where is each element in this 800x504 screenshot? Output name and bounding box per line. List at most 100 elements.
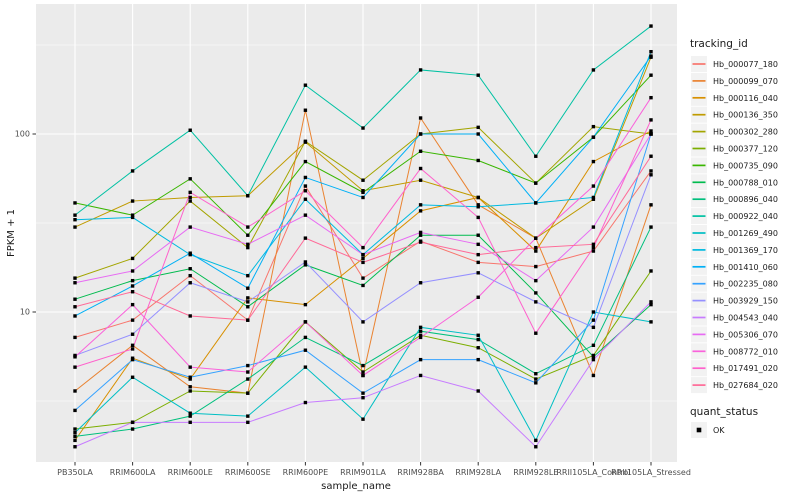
data-point [188, 385, 192, 389]
data-point [246, 194, 250, 198]
data-point [649, 173, 653, 177]
data-point [188, 128, 192, 132]
y-tick-label: 100 [15, 130, 30, 139]
quant-status-ok-label: OK [713, 426, 725, 435]
data-point [130, 256, 135, 261]
data-point [361, 252, 365, 257]
data-point [246, 296, 250, 300]
data-point [246, 286, 250, 290]
data-point [303, 348, 308, 352]
data-point [476, 132, 480, 136]
data-point [591, 197, 596, 201]
legend-entry-label: Hb_001269_490 [713, 229, 778, 238]
data-point [591, 159, 596, 164]
data-point [303, 139, 308, 143]
data-point [130, 375, 135, 379]
data-point [188, 389, 192, 393]
data-point [649, 302, 653, 307]
data-point [418, 373, 423, 378]
data-point [130, 278, 135, 283]
data-point [130, 199, 135, 203]
data-point [534, 181, 538, 185]
data-point [649, 132, 653, 136]
data-point [188, 314, 192, 318]
panel-background [36, 4, 677, 462]
data-point [649, 203, 653, 207]
data-point [534, 445, 538, 449]
data-point [418, 357, 423, 362]
data-point [73, 218, 77, 222]
data-point [534, 377, 538, 381]
data-point [73, 408, 77, 413]
data-point [73, 335, 77, 340]
data-point [476, 346, 480, 350]
data-point [246, 318, 250, 322]
legend-entry-label: Hb_000116_040 [713, 94, 778, 103]
gridlines [36, 4, 677, 462]
data-point [418, 281, 423, 285]
data-point [246, 242, 250, 247]
data-point [361, 190, 365, 195]
data-point [130, 169, 135, 173]
data-point [130, 420, 135, 425]
data-point [130, 347, 135, 351]
legend-entry-label: Hb_001369_170 [713, 246, 778, 255]
data-point [591, 68, 596, 72]
legend-entry-label: Hb_004543_040 [713, 314, 778, 323]
data-point [130, 269, 135, 273]
y-axis-title: FPKM + 1 [6, 209, 17, 257]
data-point [130, 318, 135, 322]
x-axis-title: sample_name [321, 481, 391, 492]
data-point [303, 159, 308, 164]
data-point [130, 357, 135, 362]
data-point [476, 125, 480, 130]
data-point [188, 195, 192, 200]
data-point [418, 335, 423, 340]
data-point [534, 331, 538, 335]
data-point [73, 430, 77, 435]
data-point [591, 373, 596, 378]
data-point [188, 267, 192, 271]
data-point [476, 233, 480, 237]
data-point [188, 225, 192, 229]
legend-entry-label: Hb_000735_090 [713, 161, 778, 170]
data-point [476, 333, 480, 337]
data-point [418, 329, 423, 333]
data-point [73, 427, 77, 431]
data-point [591, 195, 596, 200]
data-point [73, 305, 77, 309]
data-point [361, 391, 365, 395]
data-point [476, 389, 480, 393]
data-point [476, 357, 480, 362]
data-point [73, 365, 77, 369]
x-tick-label: RRIM928BA [397, 468, 444, 477]
data-point [534, 381, 538, 385]
data-point [418, 149, 423, 153]
x-tick-label: RRIM600SE [225, 468, 271, 477]
data-point [246, 233, 250, 237]
data-point [246, 414, 250, 418]
data-point [73, 281, 77, 285]
data-point [591, 343, 596, 348]
data-point [649, 24, 653, 28]
x-tick-label: RRII105LA_Stressed [611, 468, 691, 477]
data-point [303, 108, 308, 112]
legend-entry-label: Hb_001410_060 [713, 263, 778, 272]
data-point [418, 68, 423, 72]
data-point [418, 240, 423, 244]
plot-panel [36, 4, 677, 462]
x-tick-label: RRIM901LA [340, 468, 386, 477]
data-point [73, 389, 77, 393]
data-point [418, 325, 423, 330]
data-point [534, 300, 538, 304]
data-point [534, 278, 538, 283]
data-point [591, 318, 596, 322]
x-tick-label: PB350LA [57, 468, 93, 477]
legend-entry-label: Hb_000377_120 [713, 145, 778, 154]
data-point [188, 199, 192, 203]
data-point [649, 95, 653, 100]
data-point [649, 300, 653, 304]
data-point [188, 365, 192, 369]
data-point [361, 260, 365, 265]
